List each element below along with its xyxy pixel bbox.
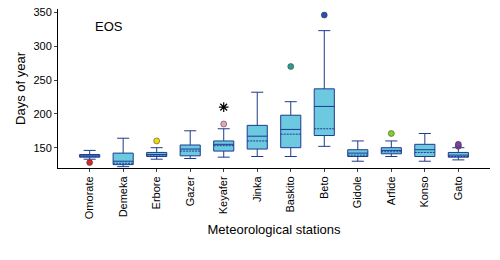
svg-text:Konso: Konso <box>418 176 430 207</box>
svg-text:Gidole: Gidole <box>351 176 363 208</box>
svg-text:Gato: Gato <box>452 176 464 200</box>
svg-text:300: 300 <box>33 40 51 52</box>
svg-text:350: 350 <box>33 6 51 18</box>
svg-text:Meteorological stations: Meteorological stations <box>208 222 341 237</box>
svg-text:Arfide: Arfide <box>385 176 397 205</box>
svg-text:Baskito: Baskito <box>284 176 296 212</box>
svg-text:EOS: EOS <box>95 19 123 34</box>
svg-text:Omorate: Omorate <box>83 176 95 219</box>
svg-text:200: 200 <box>33 108 51 120</box>
svg-text:Gazer: Gazer <box>184 176 196 206</box>
svg-text:Jinka: Jinka <box>251 176 263 203</box>
svg-text:Keyafer: Keyafer <box>217 176 229 214</box>
svg-text:150: 150 <box>33 142 51 154</box>
svg-text:Beto: Beto <box>318 176 330 199</box>
svg-text:Days of year: Days of year <box>13 51 28 125</box>
svg-text:Erbore: Erbore <box>150 176 162 209</box>
svg-text:Demeka: Demeka <box>117 176 129 218</box>
svg-text:250: 250 <box>33 74 51 86</box>
